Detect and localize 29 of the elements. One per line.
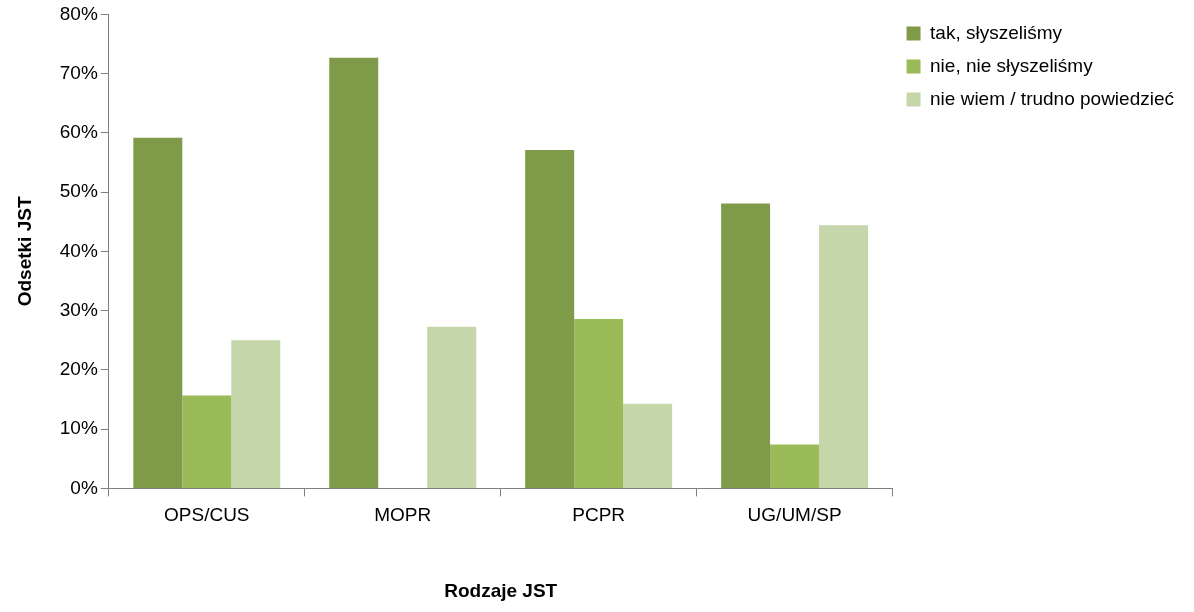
legend-label: nie wiem / trudno powiedzieć: [930, 87, 1175, 109]
bar: [329, 57, 379, 488]
x-tick-label: PCPR: [572, 504, 626, 526]
bar: [525, 150, 575, 488]
y-tick-label: 30%: [59, 298, 98, 320]
bar: [770, 444, 820, 488]
bar: [623, 403, 673, 488]
bar: [133, 137, 183, 488]
y-tick-label: 50%: [59, 180, 98, 202]
y-tick-label: 60%: [59, 121, 98, 143]
x-tick-label: OPS/CUS: [164, 504, 250, 526]
x-tick-label: UG/UM/SP: [747, 504, 842, 526]
bar: [721, 203, 771, 488]
y-tick-label: 40%: [59, 239, 98, 261]
legend-label: nie, nie słyszeliśmy: [930, 54, 1094, 76]
bar: [819, 225, 869, 488]
x-tick-label: MOPR: [374, 504, 432, 526]
x-axis-title: Rodzaje JST: [444, 579, 558, 601]
y-tick-label: 0%: [70, 476, 98, 498]
y-tick-label: 20%: [59, 358, 98, 380]
bar: [574, 318, 624, 488]
y-tick-label: 10%: [59, 417, 98, 439]
bar: [182, 395, 232, 488]
y-axis-title: Odsetki JST: [13, 196, 35, 307]
legend-label: tak, słyszeliśmy: [930, 21, 1063, 43]
bar: [231, 340, 281, 488]
bar: [427, 326, 477, 488]
y-tick-label: 70%: [59, 61, 98, 83]
y-tick-label: 80%: [59, 2, 98, 24]
